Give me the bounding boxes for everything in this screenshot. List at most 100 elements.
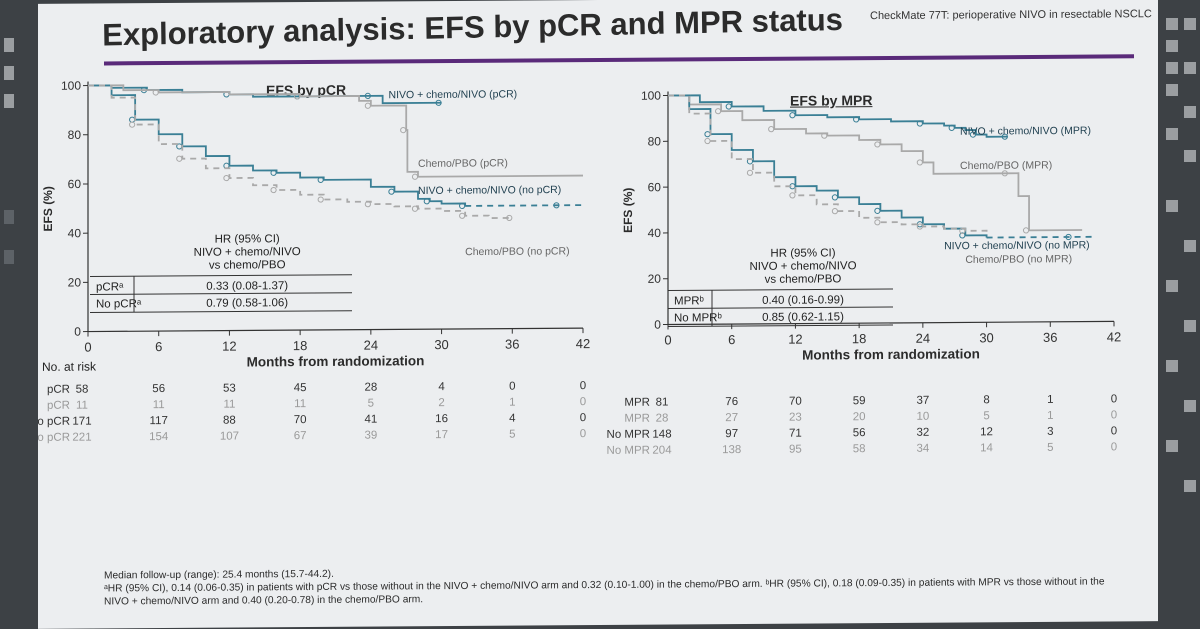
censor-marker [224, 175, 229, 180]
risk-cell: 11 [223, 399, 235, 411]
risk-cell: 70 [294, 414, 307, 426]
x-tick-label: 42 [576, 336, 590, 351]
x-tick-label: 0 [84, 340, 91, 355]
risk-cell: 5 [1047, 442, 1053, 454]
x-tick-label: 12 [788, 332, 802, 347]
x-tick-label: 30 [979, 330, 993, 345]
risk-cell: 28 [656, 413, 669, 425]
risk-cell: 2 [438, 397, 444, 409]
hr-table-header: HR (95% CI) [770, 247, 835, 259]
hr-table-row-label: MPRᵇ [674, 295, 705, 307]
censor-marker [271, 187, 276, 192]
risk-cell: 0 [509, 381, 515, 393]
risk-cell: 12 [980, 426, 993, 438]
x-axis [88, 328, 583, 331]
risk-cell: 56 [152, 383, 165, 395]
x-axis-label: Months from randomization [247, 353, 425, 369]
risk-cell: 88 [223, 415, 236, 427]
x-tick-label: 12 [222, 339, 236, 354]
y-tick-label: 40 [648, 226, 662, 240]
risk-cell: 10 [916, 411, 929, 423]
y-tick-label: 80 [648, 134, 662, 148]
risk-row-label: No pCR [38, 416, 70, 428]
x-tick-label: 24 [364, 338, 378, 353]
x-axis-label: Months from randomization [802, 346, 980, 362]
series-label: Chemo/PBO (no MPR) [965, 253, 1072, 266]
risk-cell: 70 [789, 396, 802, 408]
risk-cell: 117 [150, 415, 168, 427]
series-line [465, 205, 583, 206]
series-label: Chemo/PBO (no pCR) [465, 245, 569, 258]
x-tick-label: 18 [852, 331, 866, 346]
risk-cell: 5 [509, 429, 515, 441]
hr-table-header: NIVO + chemo/NIVO [194, 246, 301, 259]
series-label: NIVO + chemo/NIVO (pCR) [389, 88, 518, 101]
censor-marker [726, 104, 731, 109]
risk-cell: 53 [223, 383, 236, 395]
x-tick-label: 36 [1043, 330, 1057, 345]
x-tick-label: 30 [434, 337, 448, 352]
censor-marker [747, 170, 752, 175]
risk-cell: 5 [368, 398, 374, 410]
risk-cell: 11 [153, 399, 165, 411]
risk-cell: 27 [725, 412, 738, 424]
x-tick-label: 18 [293, 338, 307, 353]
risk-cell: 11 [294, 398, 306, 410]
censor-marker [1023, 228, 1028, 233]
hr-table-header: NIVO + chemo/NIVO [749, 260, 856, 273]
hr-table-header: vs chemo/PBO [765, 273, 842, 286]
y-tick-label: 60 [68, 177, 82, 191]
censor-marker [832, 209, 837, 214]
risk-row-label: pCR [47, 384, 70, 396]
risk-cell: 0 [580, 380, 586, 392]
risk-cell: 5 [983, 410, 989, 422]
risk-cell: 71 [789, 428, 802, 440]
y-tick-label: 60 [648, 180, 662, 194]
censor-marker [389, 189, 394, 194]
risk-cell: 8 [983, 394, 989, 406]
censor-marker [875, 220, 880, 225]
risk-cell: 0 [1111, 425, 1117, 437]
hr-table-header: HR (95% CI) [215, 233, 280, 245]
risk-cell: 39 [364, 430, 377, 442]
risk-cell: 56 [853, 427, 866, 439]
risk-row-label: MPR [624, 397, 650, 409]
censor-marker [177, 156, 182, 161]
risk-cell: 11 [76, 400, 88, 412]
risk-cell: 59 [853, 395, 866, 407]
y-tick-label: 0 [654, 318, 661, 332]
censor-marker [715, 109, 720, 114]
risk-row-label: MPR [624, 413, 650, 425]
y-tick-label: 100 [61, 79, 81, 93]
x-tick-label: 0 [664, 332, 671, 347]
risk-cell: 34 [916, 443, 929, 455]
risk-cell: 76 [725, 396, 738, 408]
risk-cell: 1 [1047, 394, 1053, 406]
series-label: NIVO + chemo/NIVO (no MPR) [944, 239, 1090, 252]
series-line [88, 83, 512, 221]
risk-cell: 154 [149, 431, 169, 443]
risk-cell: 221 [72, 432, 91, 444]
risk-cell: 148 [652, 428, 671, 440]
risk-cell: 0 [1111, 393, 1117, 405]
risk-cell: 16 [435, 413, 448, 425]
risk-row-label: No MPR [607, 445, 650, 457]
x-tick-label: 6 [728, 332, 735, 347]
censor-marker [412, 174, 417, 179]
censor-marker [705, 138, 710, 143]
risk-cell: 97 [725, 428, 738, 440]
risk-cell: 0 [580, 428, 586, 440]
x-axis [668, 321, 1114, 324]
x-tick-label: 36 [505, 337, 519, 352]
risk-table-title: No. at risk [42, 359, 97, 373]
y-tick-label: 20 [648, 272, 662, 286]
y-tick-label: 40 [68, 226, 82, 240]
risk-cell: 95 [789, 444, 802, 456]
series-line [668, 93, 1008, 139]
censor-marker [790, 113, 795, 118]
y-tick-label: 0 [74, 325, 81, 339]
censor-marker [790, 193, 795, 198]
risk-cell: 20 [853, 411, 866, 423]
censor-marker [460, 213, 465, 218]
